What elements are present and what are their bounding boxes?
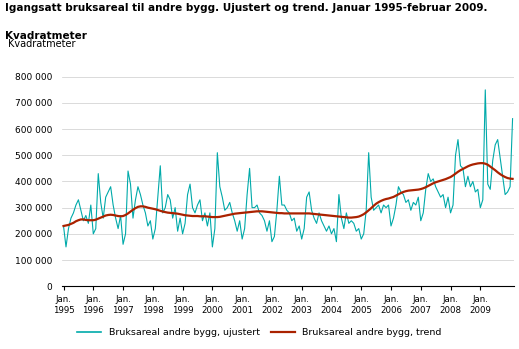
Line: Bruksareal andre bygg, trend: Bruksareal andre bygg, trend: [63, 163, 513, 226]
Bruksareal andre bygg, ujustert: [286, 211, 292, 215]
Bruksareal andre bygg, ujustert: [351, 221, 357, 225]
Line: Bruksareal andre bygg, ujustert: Bruksareal andre bygg, ujustert: [63, 90, 513, 247]
Bruksareal andre bygg, trend: [209, 215, 215, 219]
Bruksareal andre bygg, ujustert: [482, 88, 488, 92]
Text: Igangsatt bruksareal til andre bygg. Ujustert og trend. Januar 1995-februar 2009: Igangsatt bruksareal til andre bygg. Uju…: [5, 3, 488, 14]
Bruksareal andre bygg, trend: [241, 210, 248, 215]
Bruksareal andre bygg, trend: [264, 210, 270, 214]
Bruksareal andre bygg, ujustert: [212, 227, 218, 231]
Legend: Bruksareal andre bygg, ujustert, Bruksareal andre bygg, trend: Bruksareal andre bygg, ujustert, Bruksar…: [74, 324, 445, 341]
Bruksareal andre bygg, ujustert: [60, 224, 66, 228]
Bruksareal andre bygg, trend: [477, 161, 483, 165]
Bruksareal andre bygg, ujustert: [63, 245, 69, 249]
Bruksareal andre bygg, trend: [284, 211, 290, 215]
Bruksareal andre bygg, trend: [348, 215, 354, 220]
Text: Kvadratmeter: Kvadratmeter: [5, 31, 87, 42]
Bruksareal andre bygg, trend: [286, 211, 292, 215]
Bruksareal andre bygg, trend: [60, 224, 66, 228]
Bruksareal andre bygg, trend: [510, 177, 516, 181]
Bruksareal andre bygg, ujustert: [510, 117, 516, 121]
Bruksareal andre bygg, ujustert: [244, 193, 250, 197]
Bruksareal andre bygg, ujustert: [266, 218, 272, 223]
Text: Kvadratmeter: Kvadratmeter: [8, 39, 76, 49]
Bruksareal andre bygg, ujustert: [289, 218, 295, 223]
